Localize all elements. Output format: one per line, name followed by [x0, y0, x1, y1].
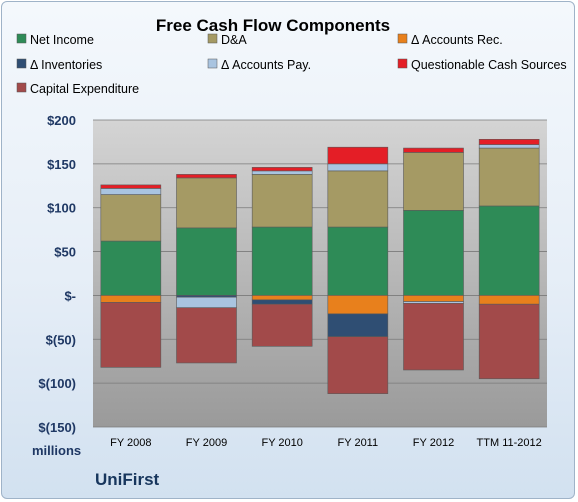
bar-segment	[327, 163, 389, 172]
bar-segment	[478, 303, 540, 380]
bar-segment	[251, 299, 313, 305]
chart-title: Free Cash Flow Components	[156, 16, 390, 35]
bar-segment	[100, 240, 162, 296]
bar-segment	[100, 188, 162, 195]
bar-segment	[403, 303, 464, 371]
x-tick-label: FY 2010	[261, 437, 302, 449]
company-name: UniFirst	[95, 470, 160, 489]
bar-segment	[176, 307, 237, 364]
bar-segment	[176, 177, 237, 229]
bar-segment	[251, 226, 313, 296]
bar-segment	[478, 144, 540, 149]
legend-swatch	[16, 82, 27, 93]
legend-label: Δ Accounts Rec.	[411, 33, 503, 47]
x-tick-label: FY 2009	[186, 437, 227, 449]
bar-segment	[251, 303, 313, 347]
y-tick-label: $(100)	[38, 376, 76, 391]
bar-segment	[327, 226, 389, 296]
x-tick-label: FY 2008	[110, 437, 151, 449]
bar-segment	[327, 170, 389, 228]
bar-segment	[100, 295, 162, 303]
bar-segment	[478, 205, 540, 296]
y-tick-label: $(50)	[46, 332, 76, 347]
legend-label: Questionable Cash Sources	[411, 58, 567, 72]
y-tick-label: $-	[64, 288, 76, 303]
bar-segment	[176, 174, 237, 179]
bar-segment	[100, 194, 162, 242]
bar-segment	[478, 147, 540, 207]
bar-segment	[478, 138, 540, 145]
plot-area	[93, 120, 547, 427]
bar-segment	[327, 336, 389, 394]
bar-segment	[327, 295, 389, 315]
bar-segment	[403, 147, 464, 153]
legend-swatch	[16, 33, 27, 44]
bar-segment	[478, 295, 540, 305]
bar-segment	[403, 210, 464, 296]
y-tick-label: $150	[47, 157, 76, 172]
bar-segment	[403, 295, 464, 302]
bar-segment	[100, 184, 162, 189]
x-tick-label: TTM 11-2012	[477, 437, 542, 449]
legend-swatch	[397, 58, 408, 69]
bar-segment	[251, 170, 313, 175]
bar-segment	[251, 167, 313, 172]
x-tick-label: FY 2012	[413, 437, 454, 449]
bar-segment	[327, 313, 389, 337]
bar-segment	[176, 296, 237, 309]
bar-segment	[176, 227, 237, 296]
legend-label: Δ Accounts Pay.	[221, 58, 311, 72]
bar-segment	[327, 146, 389, 165]
y-tick-label: $100	[47, 201, 76, 216]
y-tick-label: $(150)	[38, 420, 76, 435]
legend-label: Δ Inventories	[30, 58, 102, 72]
y-tick-label: $200	[47, 113, 76, 128]
bar-segment	[251, 295, 313, 301]
legend-swatch	[397, 33, 408, 44]
bar-segment	[251, 174, 313, 228]
bar-segment	[403, 152, 464, 211]
y-tick-label: $50	[54, 245, 76, 260]
legend-swatch	[16, 58, 27, 69]
legend-label: Net Income	[30, 33, 94, 47]
x-tick-label: FY 2011	[338, 437, 379, 449]
legend-label: D&A	[221, 33, 247, 47]
legend-swatch	[207, 33, 218, 44]
legend-label: Capital Expenditure	[30, 82, 139, 96]
legend-swatch	[207, 58, 218, 69]
y-axis-label: millions	[32, 443, 81, 458]
bar-segment	[100, 302, 162, 368]
